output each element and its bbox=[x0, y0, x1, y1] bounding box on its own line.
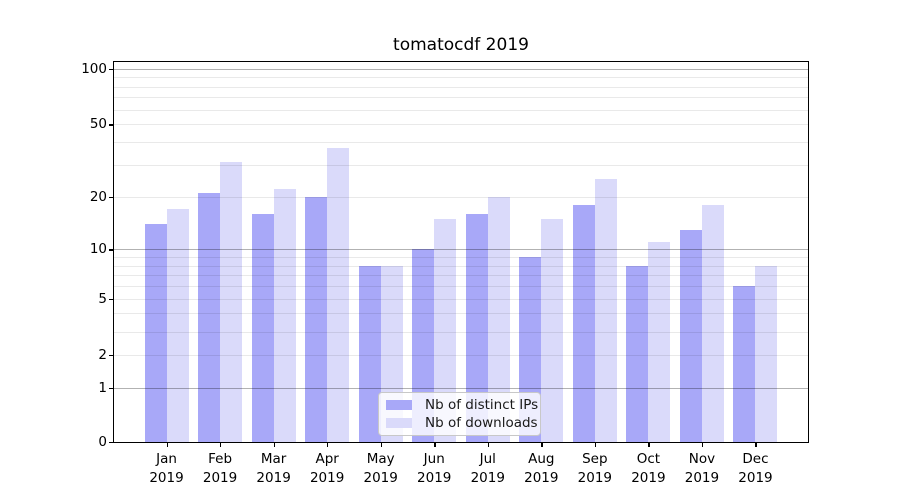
x-tick-mark bbox=[220, 443, 222, 447]
legend-swatch-icon bbox=[386, 400, 412, 410]
gridline-minor bbox=[114, 86, 808, 88]
x-tick-mark bbox=[327, 443, 329, 447]
gridline-minor bbox=[114, 142, 808, 144]
gridline-minor bbox=[114, 164, 808, 166]
x-tick-label: Jul 2019 bbox=[470, 451, 505, 486]
bar-distinct-ips bbox=[465, 213, 488, 442]
bar-downloads bbox=[701, 204, 724, 442]
x-tick-label: May 2019 bbox=[363, 451, 398, 486]
x-tick-label: Oct 2019 bbox=[631, 451, 666, 486]
gridline-minor bbox=[114, 331, 808, 333]
gridline-minor bbox=[114, 77, 808, 79]
legend-label: Nb of distinct IPs bbox=[425, 397, 539, 413]
y-tick-mark bbox=[109, 355, 113, 357]
x-tick-mark bbox=[701, 443, 704, 447]
bar-downloads bbox=[273, 189, 296, 442]
legend-item: Nb of distinct IPs bbox=[379, 397, 540, 413]
y-tick-label: 2 bbox=[98, 347, 107, 364]
gridline-major bbox=[114, 68, 808, 70]
y-tick-mark bbox=[109, 388, 113, 390]
plot-area bbox=[113, 61, 809, 443]
x-tick-mark bbox=[648, 443, 650, 447]
gridline-minor bbox=[114, 257, 808, 258]
gridline-minor bbox=[114, 355, 808, 357]
y-tick-mark bbox=[109, 442, 113, 444]
x-tick-label: Sep 2019 bbox=[577, 451, 613, 486]
x-tick-label: Feb 2019 bbox=[202, 451, 238, 486]
y-tick-mark bbox=[109, 68, 113, 70]
y-tick-label: 20 bbox=[89, 188, 107, 205]
y-tick-label: 50 bbox=[89, 116, 107, 133]
bar-downloads bbox=[166, 209, 189, 442]
bar-distinct-ips bbox=[679, 229, 702, 442]
x-tick-mark bbox=[594, 443, 597, 447]
x-tick-label: Mar 2019 bbox=[256, 451, 291, 486]
bar-distinct-ips bbox=[305, 196, 328, 442]
y-tick-mark bbox=[109, 196, 113, 198]
legend-swatch-icon bbox=[386, 418, 412, 428]
legend-label: Nb of downloads bbox=[425, 415, 538, 431]
x-tick-label: Aug 2019 bbox=[524, 451, 559, 486]
x-tick-label: Nov 2019 bbox=[684, 451, 720, 486]
bar-downloads bbox=[327, 148, 350, 442]
bar-distinct-ips bbox=[144, 223, 167, 442]
x-tick-mark bbox=[755, 443, 757, 447]
gridline-minor bbox=[114, 313, 808, 315]
x-tick-mark bbox=[166, 443, 168, 447]
bar-downloads bbox=[755, 265, 778, 442]
x-tick-label: Jan 2019 bbox=[149, 451, 184, 486]
bar-distinct-ips bbox=[626, 265, 649, 442]
x-tick-mark bbox=[434, 443, 436, 447]
bar-downloads bbox=[594, 179, 617, 442]
bar-distinct-ips bbox=[198, 192, 221, 442]
y-tick-mark bbox=[109, 298, 113, 300]
gridline-minor bbox=[114, 124, 808, 126]
y-tick-mark bbox=[109, 124, 113, 126]
y-tick-label: 0 bbox=[98, 434, 107, 450]
bar-distinct-ips bbox=[251, 213, 274, 442]
chart-title: tomatocdf 2019 bbox=[393, 35, 529, 55]
gridline-minor bbox=[114, 196, 808, 198]
x-tick-label: Jun 2019 bbox=[417, 451, 452, 486]
gridline-minor bbox=[114, 109, 808, 111]
x-tick-label: Dec 2019 bbox=[738, 451, 773, 486]
gridline-major bbox=[114, 388, 808, 390]
bar-downloads bbox=[541, 218, 564, 442]
x-tick-mark bbox=[273, 443, 275, 447]
y-tick-label: 10 bbox=[89, 241, 107, 258]
y-tick-mark bbox=[109, 249, 113, 251]
bar-downloads bbox=[220, 162, 243, 442]
y-tick-label: 5 bbox=[98, 290, 107, 307]
bar-downloads bbox=[434, 218, 457, 442]
y-tick-label: 1 bbox=[98, 380, 107, 397]
bar-downloads bbox=[648, 242, 671, 442]
x-tick-mark bbox=[541, 443, 543, 447]
gridline-minor bbox=[114, 275, 808, 277]
x-tick-mark bbox=[380, 443, 382, 447]
bar-distinct-ips bbox=[733, 286, 756, 442]
x-tick-label: Apr 2019 bbox=[309, 451, 345, 486]
bar-distinct-ips bbox=[572, 204, 595, 442]
bar-downloads bbox=[487, 196, 510, 442]
gridline-minor bbox=[114, 265, 808, 267]
gridline-major bbox=[114, 249, 808, 251]
legend: Nb of distinct IPs Nb of downloads bbox=[378, 392, 541, 436]
gridline-minor bbox=[114, 97, 808, 99]
gridline-minor bbox=[114, 298, 808, 300]
legend-item: Nb of downloads bbox=[379, 415, 540, 431]
bar-distinct-ips bbox=[358, 265, 381, 442]
x-tick-mark bbox=[487, 443, 490, 447]
y-tick-label: 100 bbox=[81, 60, 107, 77]
gridline-minor bbox=[114, 286, 808, 288]
